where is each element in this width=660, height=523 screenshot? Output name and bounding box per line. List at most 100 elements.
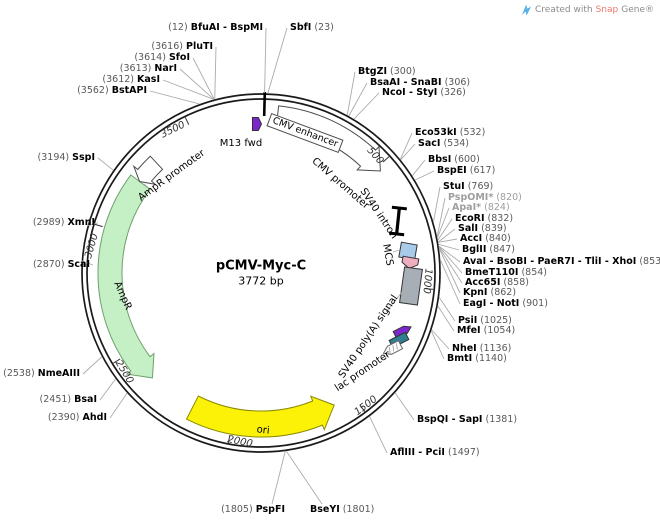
scale-tick [382,156,390,163]
enzyme-label-BstAPI: (3562) BstAPI [77,85,147,97]
enzyme-label-part: (862) [490,287,517,298]
leader-line-SfoI [192,57,215,100]
enzyme-label-part: AhdI [82,412,107,423]
enzyme-label-part: BtgZI [358,66,388,77]
enzyme-label-SacI: SacI (534) [418,138,469,150]
scale-tick [227,434,231,443]
enzyme-label-part: BbsI [428,154,452,165]
enzyme-label-part: (2390) [47,412,80,423]
enzyme-label-BfuAI - BspMI: (12) BfuAI - BspMI [168,22,263,34]
enzyme-label-AhdI: (2390) AhdI [48,412,107,424]
enzyme-label-SfoI: (3614) SfoI [134,52,190,64]
snapgene-logo-icon [522,4,531,16]
enzyme-label-SalI: SalI (839) [458,223,507,235]
feature-leader-line [143,183,152,191]
leader-line-BsaI [99,378,116,401]
leader-line-BspQI - SapI [394,392,415,421]
enzyme-label-EagI - NotI: EagI - NotI (901) [463,298,548,310]
enzyme-label-BbsI: BbsI (600) [428,154,480,166]
enzyme-label-part: (2538) [3,368,35,379]
backbone-inner-ring [86,98,436,448]
enzyme-label-BmeT110I: BmeT110I (854) [465,267,547,279]
enzyme-label-part: BseYI [310,504,340,515]
enzyme-label-part: (3616) [151,41,183,52]
enzyme-label-part: XmnI [67,217,95,228]
enzyme-label-ScaI: (2870) ScaI [33,259,90,271]
sv40-intron-ibeam [389,205,407,237]
leader-line-BseYI [286,450,323,505]
watermark: Created with Snap Gene® [521,4,654,16]
enzyme-label-EcoRI: EcoRI (832) [455,213,513,225]
sv40-intron-ibeam-part [391,205,407,211]
enzyme-label-part: (306) [444,77,471,88]
enzyme-label-part: (326) [440,87,466,98]
watermark-prefix: Created with [535,5,593,15]
enzyme-label-part: KpnI [463,287,488,298]
feature-leader-line [385,291,403,313]
leader-line-BstAPI [149,90,200,105]
enzyme-label-part: (1054) [483,325,516,336]
enzyme-label-part: (1381) [485,414,518,425]
enzyme-label-part: (853) [639,256,660,267]
enzyme-label-part: (769) [467,181,494,192]
enzyme-label-part: Eco53kI [415,127,457,138]
leader-line-BspEI [414,170,435,181]
enzyme-label-part: (1136) [479,343,512,354]
enzyme-label-part: (2870) [32,259,65,270]
enzyme-label-Acc65I: Acc65I (858) [465,277,529,289]
enzyme-label-part: BmeT110I [465,267,519,278]
enzyme-label-part: (1140) [475,353,507,364]
enzyme-label-BsaI: (2451) BsaI [40,394,97,406]
enzyme-label-part: (600) [454,154,480,165]
enzyme-label-part: (858) [503,277,529,288]
enzyme-label-BmtI: BmtI (1140) [447,353,507,365]
enzyme-label-StuI: StuI (769) [443,181,493,193]
enzyme-label-part: ScaI [67,259,90,270]
enzyme-label-part: PspFI [255,504,285,515]
enzyme-label-part: KasI [137,74,160,85]
enzyme-label-part: MfeI [457,325,481,336]
lac-promoter-arrow-part [392,345,395,352]
enzyme-label-part: EagI - NotI [463,298,520,309]
enzyme-label-part: (901) [522,298,548,309]
enzyme-label-KasI: (3612) KasI [102,74,160,86]
leader-line-NcoI - StyI [353,92,380,120]
feature-label-ori: ori [256,424,271,437]
feature-leader-line [392,249,401,253]
leader-line-PspOMI* [436,197,446,237]
enzyme-label-NcoI - StyI: NcoI - StyI (326) [382,87,466,99]
leader-line-StuI [433,186,441,222]
enzyme-label-part: SbfI [290,22,312,33]
leader-line-XmnI [87,222,99,227]
enzyme-label-Eco53kI: Eco53kI (532) [415,127,485,139]
leader-line-AccI [438,238,458,243]
enzyme-label-part: (3612) [102,74,134,85]
enzyme-label-part: AccI [460,233,483,244]
enzyme-label-part: (1497) [447,447,480,458]
leader-line-AhdI [109,392,128,419]
enzyme-label-part: (847) [489,244,515,255]
watermark-brand-snap: Snap [595,5,619,15]
enzyme-label-part: (820) [496,192,522,203]
enzyme-label-SbfI: SbfI (23) [290,22,334,34]
enzyme-label-PluTI: (3616) PluTI [151,41,213,53]
enzyme-label-part: NheI [452,343,477,354]
enzyme-label-part: NarI [154,63,177,74]
enzyme-label-AccI: AccI (840) [460,233,511,245]
enzyme-label-part: SalI [458,223,479,234]
leader-line-SbfI [267,27,288,94]
leader-line-SalI [438,228,456,243]
enzyme-label-SspI: (3194) SspI [38,152,95,164]
leader-line-EagI - NotI [440,260,461,305]
leader-line-SacI [400,143,416,160]
enzyme-label-KpnI: KpnI (862) [463,287,516,299]
enzyme-label-part: PspOMI* [448,192,494,203]
leader-line-BfuAI - BspMI [264,27,267,94]
enzyme-label-part: StuI [443,181,465,192]
enzyme-label-part: PsiI [458,315,478,326]
enzyme-label-part: AflIII - PciI [390,447,445,458]
scale-tick [359,404,366,412]
scale-tick [184,117,190,125]
plasmid-size: 3772 bp [238,274,284,288]
